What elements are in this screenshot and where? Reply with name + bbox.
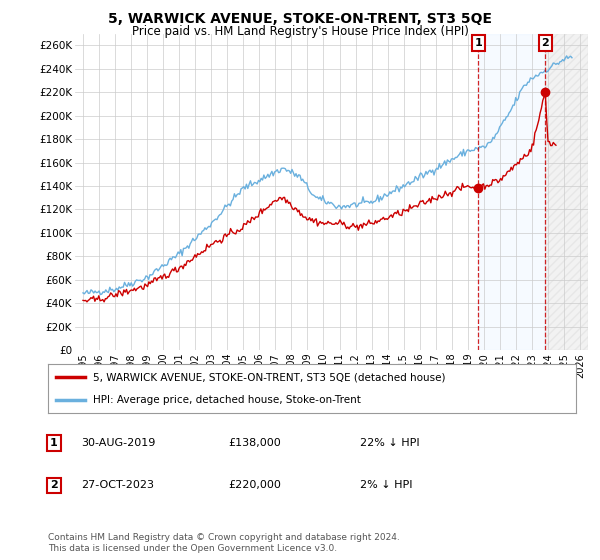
Text: 5, WARWICK AVENUE, STOKE-ON-TRENT, ST3 5QE (detached house): 5, WARWICK AVENUE, STOKE-ON-TRENT, ST3 5… xyxy=(93,372,445,382)
Text: 2: 2 xyxy=(50,480,58,491)
Text: HPI: Average price, detached house, Stoke-on-Trent: HPI: Average price, detached house, Stok… xyxy=(93,395,361,405)
Text: 30-AUG-2019: 30-AUG-2019 xyxy=(81,438,155,448)
Text: 2: 2 xyxy=(541,38,549,48)
Text: £138,000: £138,000 xyxy=(228,438,281,448)
Text: Contains HM Land Registry data © Crown copyright and database right 2024.
This d: Contains HM Land Registry data © Crown c… xyxy=(48,533,400,553)
Text: 1: 1 xyxy=(475,38,482,48)
Text: 27-OCT-2023: 27-OCT-2023 xyxy=(81,480,154,491)
Text: £220,000: £220,000 xyxy=(228,480,281,491)
Text: 1: 1 xyxy=(50,438,58,448)
Text: 22% ↓ HPI: 22% ↓ HPI xyxy=(360,438,419,448)
Text: 2% ↓ HPI: 2% ↓ HPI xyxy=(360,480,413,491)
Bar xyxy=(478,34,545,350)
Text: Price paid vs. HM Land Registry's House Price Index (HPI): Price paid vs. HM Land Registry's House … xyxy=(131,25,469,38)
Text: 5, WARWICK AVENUE, STOKE-ON-TRENT, ST3 5QE: 5, WARWICK AVENUE, STOKE-ON-TRENT, ST3 5… xyxy=(108,12,492,26)
Bar xyxy=(545,34,588,350)
